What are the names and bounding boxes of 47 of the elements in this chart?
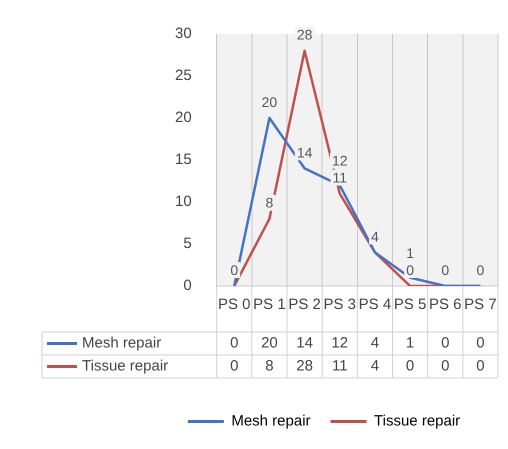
y-tick-label: 20 [174, 109, 192, 126]
data-label: 14 [296, 334, 313, 352]
x-tick-label: PS 0 [218, 296, 251, 314]
data-label: 20 [261, 334, 278, 352]
y-tick-label: 0 [183, 277, 192, 294]
data-label: 0 [441, 358, 450, 375]
annotation: 0 [406, 262, 414, 278]
x-tick-label: PS 7 [464, 296, 497, 314]
data-label: 28 [296, 358, 313, 375]
annotation: 0 [476, 262, 485, 278]
x-tick-label: PS 4 [358, 296, 392, 314]
data-label: 0 [441, 334, 450, 352]
annotation: 11 [332, 169, 348, 186]
x-tick-label: PS 6 [428, 296, 462, 314]
y-tick-label: 15 [174, 151, 192, 168]
annotation: 1 [406, 244, 414, 261]
annotation: 0 [230, 262, 238, 278]
data-label: 0 [476, 358, 485, 375]
data-label: 0 [406, 358, 414, 375]
x-tick-label: PS 3 [323, 296, 356, 314]
annotation: 20 [262, 94, 278, 110]
y-tick-label: 10 [174, 193, 192, 210]
annotation: 8 [266, 194, 274, 211]
data-label: 4 [370, 334, 380, 352]
y-tick-label: 25 [174, 67, 192, 84]
annotation: 12 [332, 152, 348, 168]
data-label: 8 [265, 358, 274, 375]
data-label: 0 [230, 334, 238, 352]
data-label: 1 [406, 334, 414, 352]
x-tick-label: PS 5 [394, 296, 426, 314]
y-tick-label: 30 [174, 25, 192, 42]
data-label: 0 [230, 358, 238, 375]
legend-label: Tissue repair [82, 358, 168, 375]
data-label: 11 [332, 358, 348, 375]
text: Mesh repair [231, 412, 311, 430]
data-label: 0 [476, 334, 485, 352]
annotation: 0 [441, 262, 450, 278]
data-label: 12 [331, 334, 348, 352]
x-tick-label: PS 2 [288, 296, 321, 314]
x-tick-label: PS 1 [253, 296, 286, 314]
y-tick-label: 5 [183, 235, 192, 252]
legend-label: Mesh repair [82, 334, 162, 352]
annotation: 14 [296, 144, 313, 160]
annotation: 4 [371, 228, 380, 244]
text: Tissue repair [374, 412, 460, 430]
data-label: 4 [370, 358, 380, 375]
annotation: 28 [296, 26, 313, 43]
